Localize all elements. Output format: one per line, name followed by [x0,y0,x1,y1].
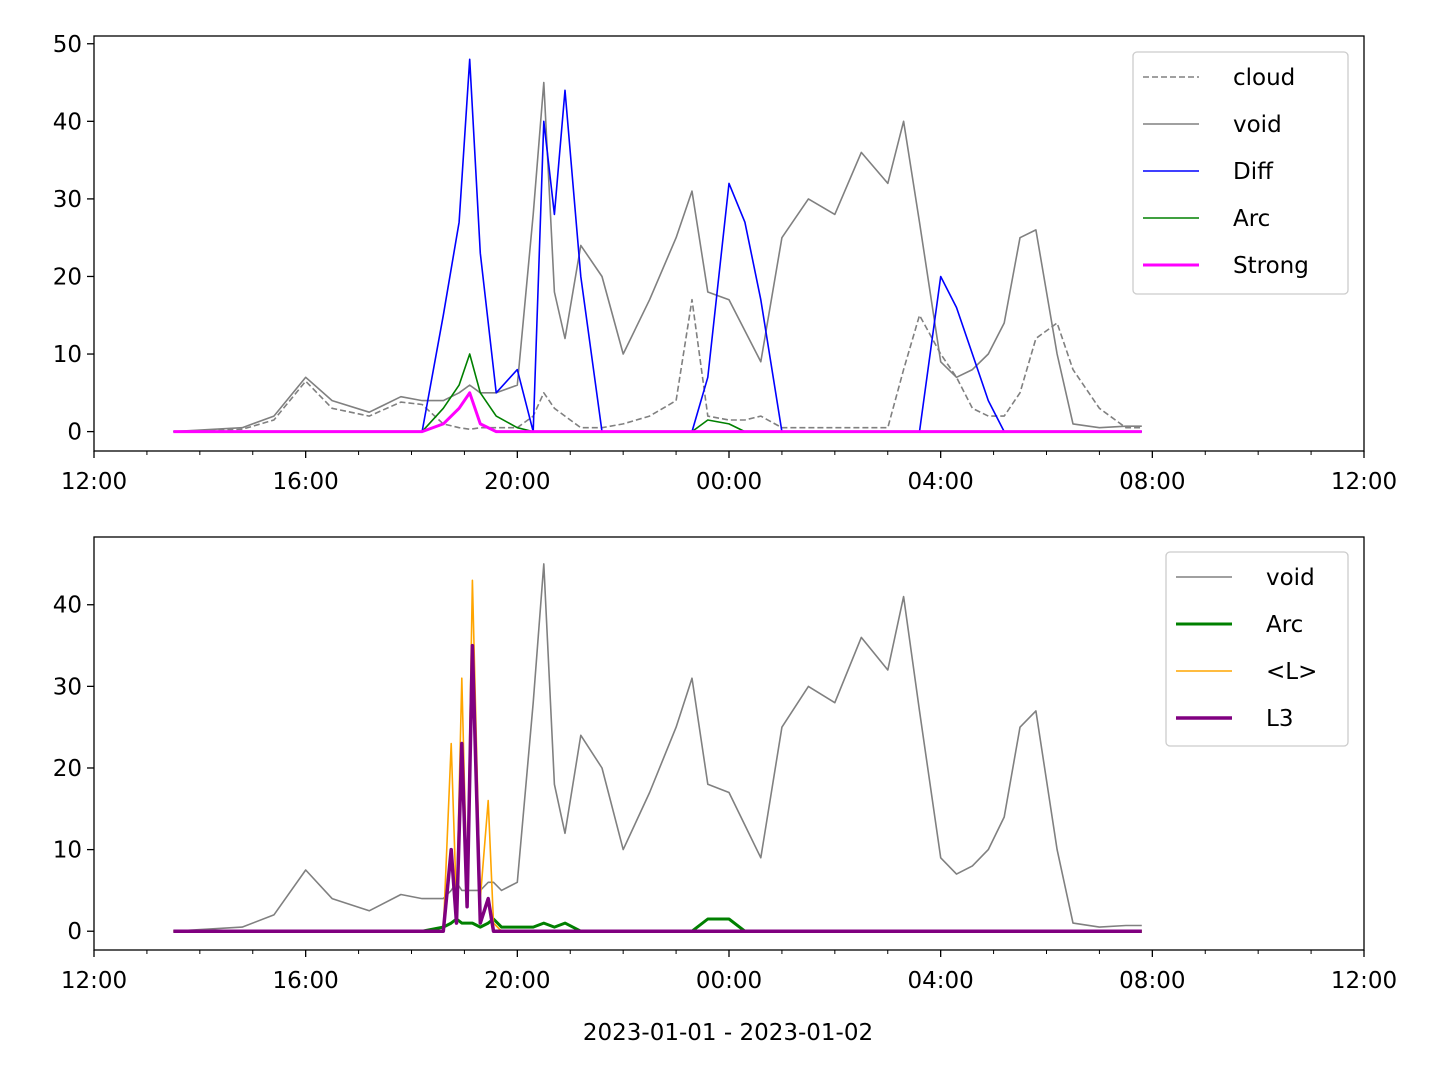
y-tick-label: 10 [53,838,82,864]
y-tick-label: 40 [53,593,82,619]
top-chart-panel: 0 10 20 30 40 50 12:00 16:00 20:00 00:00 04:00 08:0… [53,32,1397,495]
y-tick-label: 0 [67,420,82,446]
x-tick-label: 12:00 [61,968,127,994]
x-tick-label: 04:00 [908,469,974,495]
x-tick-label: 00:00 [696,469,762,495]
legend-entry: void [1233,112,1282,138]
y-tick-label: 20 [53,756,82,782]
legend-entry: void [1266,565,1315,591]
y-tick-label: 20 [53,264,82,290]
y-tick-label: 30 [53,674,82,700]
y-tick-label: 30 [53,187,82,213]
legend-entry: cloud [1233,65,1295,91]
series-line-strong [173,391,1142,434]
bottom-chart-panel: 0 10 20 30 40 12:00 16:00 20:00 00:00 04:00 08:00 1… [53,536,1397,994]
x-tick-label: 08:00 [1119,968,1185,994]
y-tick-label: 40 [53,109,82,135]
legend-entry: <L> [1266,659,1317,685]
legend-entry: Strong [1233,253,1309,279]
legend: cloud void Diff Arc Strong [1132,51,1349,295]
x-tick-label: 16:00 [273,469,339,495]
x-tick-label: 00:00 [696,968,762,994]
legend: void Arc <L> L3 [1165,551,1349,747]
x-tick-label: 12:00 [1331,469,1397,495]
series-line-cloud [173,298,1142,433]
x-tick-label: 08:00 [1119,469,1185,495]
y-tick-label: 0 [67,919,82,945]
x-axis-label: 2023-01-01 - 2023-01-02 [583,1020,873,1046]
x-tick-label: 16:00 [273,968,339,994]
x-tick-label: 12:00 [61,469,127,495]
legend-entry: Diff [1233,159,1274,185]
x-tick-label: 04:00 [908,968,974,994]
legend-entry: Arc [1233,206,1270,232]
x-tick-label: 20:00 [484,469,550,495]
y-tick-label: 10 [53,342,82,368]
series-line-void [173,81,1142,433]
legend-entry: L3 [1266,706,1293,732]
y-tick-label: 50 [53,32,82,58]
x-tick-label: 20:00 [484,968,550,994]
x-tick-label: 12:00 [1331,968,1397,994]
series-line-l3 [173,643,1142,933]
legend-entry: Arc [1266,612,1303,638]
